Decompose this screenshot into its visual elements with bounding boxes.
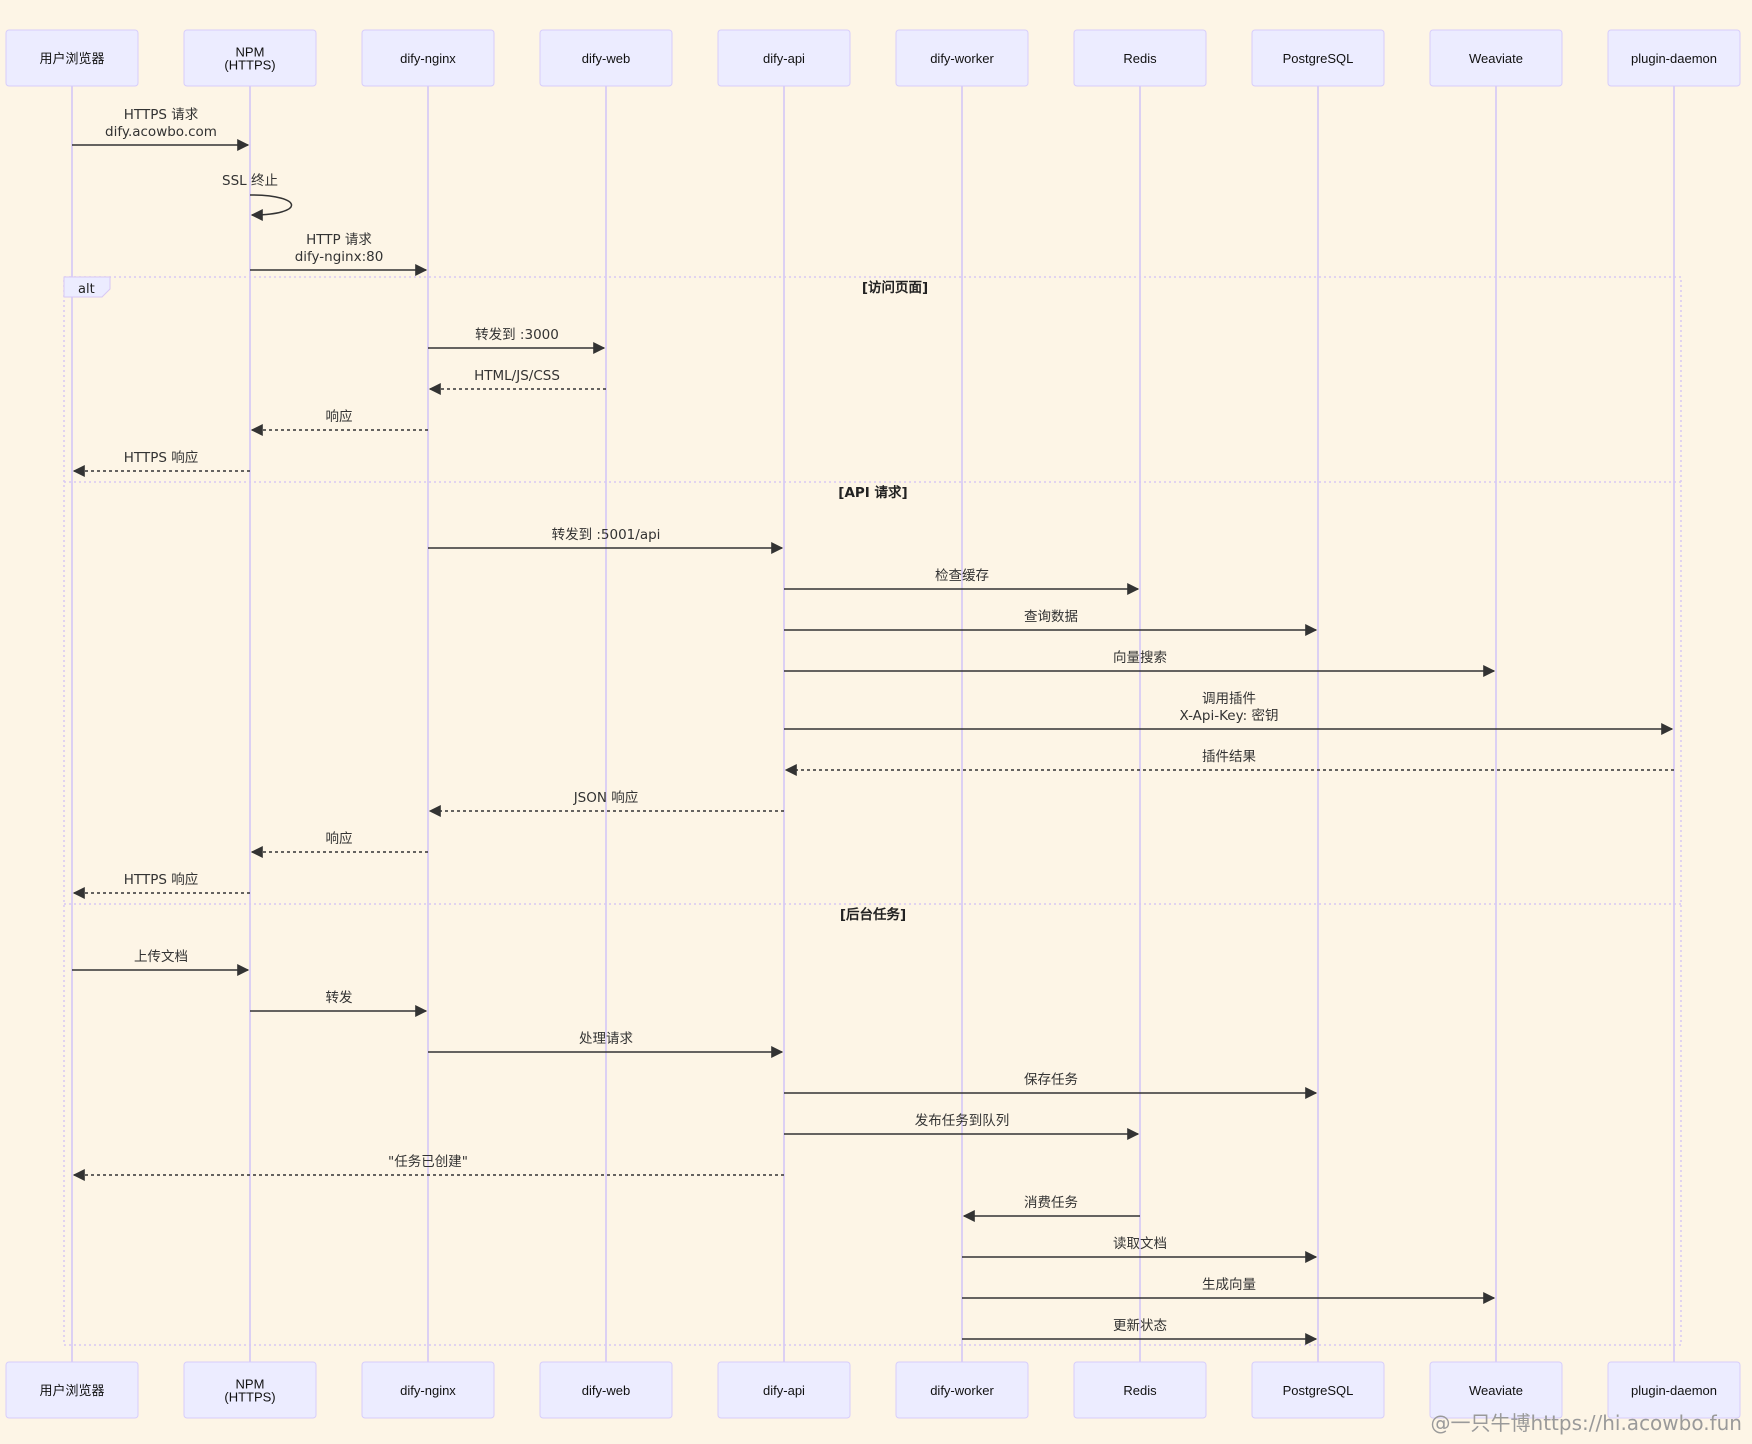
message-label: HTTPS 响应 bbox=[124, 449, 198, 466]
message-arrow bbox=[249, 194, 293, 221]
actor-box-actor-top bbox=[5, 29, 139, 87]
message-label: 向量搜索 bbox=[1113, 650, 1167, 666]
message-label: 查询数据 bbox=[1024, 609, 1078, 625]
actor-label-dify-nginx-top: dify-nginx bbox=[400, 51, 456, 66]
message-label: JSON 响应 bbox=[573, 789, 639, 806]
actor-label-dify-api-top: dify-api bbox=[763, 51, 805, 66]
actor-label-npm-https-bottom: NPM bbox=[236, 1377, 265, 1392]
actor-box-weaviate-top bbox=[1429, 29, 1563, 87]
actor-box-dify-nginx-bottom bbox=[361, 1361, 495, 1419]
actor-label-plugin-daemon-top: plugin-daemon bbox=[1631, 51, 1717, 66]
actor-box-dify-api-bottom bbox=[717, 1361, 851, 1419]
actor-box-dify-worker-top bbox=[895, 29, 1029, 87]
actor-label-redis-top: Redis bbox=[1123, 51, 1157, 66]
message-label: 响应 bbox=[326, 408, 353, 425]
message-label: 上传文档 bbox=[134, 949, 188, 965]
actor-box-dify-web-top bbox=[539, 29, 673, 87]
message-label: HTTP 请求 bbox=[306, 232, 372, 248]
watermark: @一只牛博https://hi.acowbo.fun bbox=[1431, 1411, 1742, 1435]
actor-box-redis-top bbox=[1073, 29, 1207, 87]
message-label: HTTPS 请求 bbox=[124, 107, 199, 123]
message-label: 更新状态 bbox=[1113, 1318, 1167, 1334]
alt-section-label: [API 请求] bbox=[838, 484, 907, 501]
message-label: HTML/JS/CSS bbox=[474, 368, 560, 384]
message-label: X-Api-Key: 密钥 bbox=[1180, 707, 1279, 724]
message-label: 消费任务 bbox=[1024, 1195, 1078, 1211]
actor-label-redis-bottom: Redis bbox=[1123, 1383, 1157, 1398]
actor-box-plugin-daemon-top bbox=[1607, 29, 1741, 87]
lifelines bbox=[71, 86, 1675, 1362]
alt-frame-border bbox=[63, 276, 1682, 1346]
alt-frame-tag bbox=[63, 276, 111, 298]
actor-label-dify-worker-top: dify-worker bbox=[930, 51, 994, 66]
message-label: 转发到 :3000 bbox=[475, 327, 559, 343]
alt-frame: alt [访问页面] [API 请求] [后台任务] bbox=[63, 276, 1682, 1346]
actor-label-dify-worker-bottom: dify-worker bbox=[930, 1383, 994, 1398]
alt-section-label: [后台任务] bbox=[840, 906, 906, 923]
message-label: 响应 bbox=[326, 830, 353, 847]
actor-label-dify-api-bottom: dify-api bbox=[763, 1383, 805, 1398]
actor-label-weaviate-bottom: Weaviate bbox=[1469, 1383, 1523, 1398]
actor-label-plugin-daemon-bottom: plugin-daemon bbox=[1631, 1383, 1717, 1398]
message-label: 处理请求 bbox=[579, 1031, 633, 1047]
actor-label-actor-bottom: 用户浏览器 bbox=[39, 1383, 104, 1398]
message-label: 调用插件 bbox=[1202, 691, 1256, 707]
actor-box-dify-api-top bbox=[717, 29, 851, 87]
actor-label-postgresql-top: PostgreSQL bbox=[1283, 51, 1354, 66]
actor-label-postgresql-bottom: PostgreSQL bbox=[1283, 1383, 1354, 1398]
actor-label-dify-nginx-bottom: dify-nginx bbox=[400, 1383, 456, 1398]
actor-box-postgresql-bottom bbox=[1251, 1361, 1385, 1419]
actor-label-dify-web-bottom: dify-web bbox=[582, 1383, 630, 1398]
message-label: 发布任务到队列 bbox=[915, 1113, 1010, 1129]
actor-box-npm-https-bottom bbox=[183, 1361, 317, 1419]
message-label: dify.acowbo.com bbox=[105, 124, 217, 140]
message-label: dify-nginx:80 bbox=[295, 249, 384, 265]
actor-box-npm-https-top bbox=[183, 29, 317, 87]
alt-section-label: [访问页面] bbox=[862, 279, 928, 296]
actor-box-dify-nginx-top bbox=[361, 29, 495, 87]
actor-label-npm-https-top: (HTTPS) bbox=[224, 58, 275, 73]
actor-label-npm-https-top: NPM bbox=[236, 45, 265, 60]
alt-frame-label: alt bbox=[78, 282, 95, 297]
message-label: 保存任务 bbox=[1024, 1072, 1078, 1088]
actor-label-dify-web-top: dify-web bbox=[582, 51, 630, 66]
actor-label-npm-https-bottom: (HTTPS) bbox=[224, 1390, 275, 1405]
actors-top: 用户浏览器 NPM(HTTPS) dify-nginx dify-web dify-ap… bbox=[5, 29, 1741, 87]
message-label: 转发到 :5001/api bbox=[552, 527, 661, 543]
actor-label-weaviate-top: Weaviate bbox=[1469, 51, 1523, 66]
message-label: 生成向量 bbox=[1202, 1277, 1256, 1293]
actor-box-plugin-daemon-bottom bbox=[1607, 1361, 1741, 1419]
actor-box-redis-bottom bbox=[1073, 1361, 1207, 1419]
actor-box-dify-worker-bottom bbox=[895, 1361, 1029, 1419]
actors-bottom: 用户浏览器 NPM(HTTPS) dify-nginx dify-web dify-ap… bbox=[5, 1361, 1741, 1419]
message-label: 读取文档 bbox=[1113, 1236, 1167, 1252]
message-label: HTTPS 响应 bbox=[124, 871, 198, 888]
message-label: SSL 终止 bbox=[222, 173, 278, 189]
message-label: 插件结果 bbox=[1202, 749, 1256, 765]
message-label: 转发 bbox=[326, 990, 353, 1006]
message-label: "任务已创建" bbox=[388, 1154, 468, 1170]
actor-box-dify-web-bottom bbox=[539, 1361, 673, 1419]
actor-label-actor-top: 用户浏览器 bbox=[39, 51, 104, 66]
actor-box-postgresql-top bbox=[1251, 29, 1385, 87]
actor-box-actor-bottom bbox=[5, 1361, 139, 1419]
actor-box-weaviate-bottom bbox=[1429, 1361, 1563, 1419]
message-label: 检查缓存 bbox=[935, 568, 989, 584]
